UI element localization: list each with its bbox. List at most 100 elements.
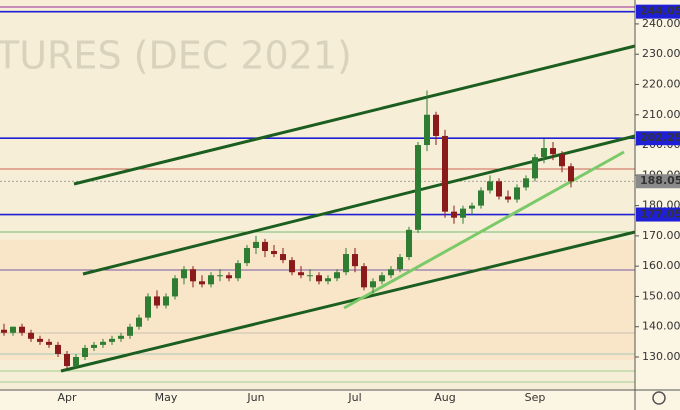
y-tick-label: 240.00	[642, 17, 680, 30]
candle-body	[217, 275, 223, 277]
candle-body	[64, 353, 70, 367]
candle-body	[424, 114, 430, 146]
candle-body	[559, 154, 565, 167]
channel-line	[73, 44, 636, 186]
channel-line	[60, 230, 636, 373]
candle-body	[82, 347, 88, 357]
y-tick-label: 160.00	[642, 259, 680, 272]
candle-body	[289, 260, 295, 273]
x-tick-label: Aug	[434, 391, 455, 404]
candle-body	[199, 281, 205, 285]
candle-body	[136, 317, 142, 327]
candle-body	[379, 275, 385, 282]
candle-body	[118, 335, 124, 339]
level-label-bg	[636, 174, 680, 189]
candle-body	[397, 257, 403, 270]
candle-body	[442, 135, 448, 212]
axis: 130.00140.00150.00160.00170.00180.00190.…	[57, 4, 680, 404]
candle-body	[262, 241, 268, 252]
candle-body	[280, 254, 286, 261]
candle-body	[568, 166, 574, 182]
candle-body	[172, 278, 178, 297]
candle-body	[505, 196, 511, 200]
candle-body	[334, 272, 340, 279]
x-tick-label: Jun	[246, 391, 264, 404]
candle-body	[109, 338, 115, 342]
watermark: TURES (DEC 2021)	[0, 34, 352, 78]
channel-line	[82, 134, 636, 276]
candle-body	[343, 254, 349, 273]
aux-lines	[0, 6, 635, 383]
candle-body	[145, 296, 151, 318]
candle-body	[316, 275, 322, 282]
candle-body	[190, 269, 196, 282]
y-tick-label: 150.00	[642, 289, 680, 302]
x-tick-label: Apr	[57, 391, 77, 404]
candle-body	[514, 187, 520, 200]
candle-body	[496, 181, 502, 197]
candle-body	[298, 272, 304, 276]
candle-body	[352, 254, 358, 267]
candle-body	[73, 356, 79, 367]
zone-band	[0, 240, 635, 360]
candle-body	[127, 326, 133, 336]
y-tick-label: 130.00	[642, 350, 680, 363]
level-label: 188.05	[640, 174, 680, 187]
candle-body	[91, 344, 97, 348]
candle-body	[532, 157, 538, 179]
x-tick-label: Sep	[525, 391, 546, 404]
x-tick-label: Jul	[347, 391, 361, 404]
x-tick-label: May	[155, 391, 178, 404]
level-label: 202.25	[640, 131, 680, 144]
candle-body	[46, 341, 52, 345]
y-tick-label: 170.00	[642, 229, 680, 242]
candle-body	[541, 148, 547, 158]
time-axis-background	[0, 390, 635, 410]
candle-body	[523, 178, 529, 188]
candle-body	[406, 229, 412, 258]
candle-body	[451, 211, 457, 218]
support-line	[343, 150, 625, 310]
level-label-bg	[636, 4, 680, 19]
candle-body	[370, 281, 376, 288]
candle-body	[433, 114, 439, 136]
candle-body	[163, 296, 169, 306]
level-label-bg	[636, 207, 680, 222]
candle-body	[271, 251, 277, 255]
candle-body	[226, 275, 232, 279]
candle-body	[415, 145, 421, 230]
candle-body	[253, 241, 259, 248]
candle-body	[37, 338, 43, 342]
candle-body	[55, 344, 61, 354]
candle-body	[478, 190, 484, 206]
y-tick-label: 230.00	[642, 47, 680, 60]
candle-body	[307, 275, 313, 277]
candle-body	[181, 269, 187, 279]
candle-body	[208, 275, 214, 285]
y-tick-label: 210.00	[642, 108, 680, 121]
candle-body	[235, 263, 241, 279]
candle-body	[154, 296, 160, 306]
level-label: 244.05	[640, 5, 680, 18]
y-tick-label: 220.00	[642, 77, 680, 90]
level-label-bg	[636, 131, 680, 146]
candle-body	[487, 181, 493, 191]
y-tick-label: 140.00	[642, 320, 680, 333]
candle-body	[1, 329, 7, 333]
price-axis-background	[635, 0, 680, 410]
candle-body	[550, 148, 556, 155]
candle-body	[10, 326, 16, 333]
candle-body	[244, 247, 250, 264]
candle-body	[460, 208, 466, 218]
settings-icon[interactable]	[652, 391, 666, 405]
candle-body	[28, 332, 34, 339]
candle-body	[361, 266, 367, 288]
candle-body	[469, 205, 475, 209]
candle-body	[19, 326, 25, 333]
level-label: 177.05	[640, 208, 680, 221]
candle-body	[388, 269, 394, 276]
candle-body	[325, 278, 331, 282]
candle-body	[100, 341, 106, 345]
